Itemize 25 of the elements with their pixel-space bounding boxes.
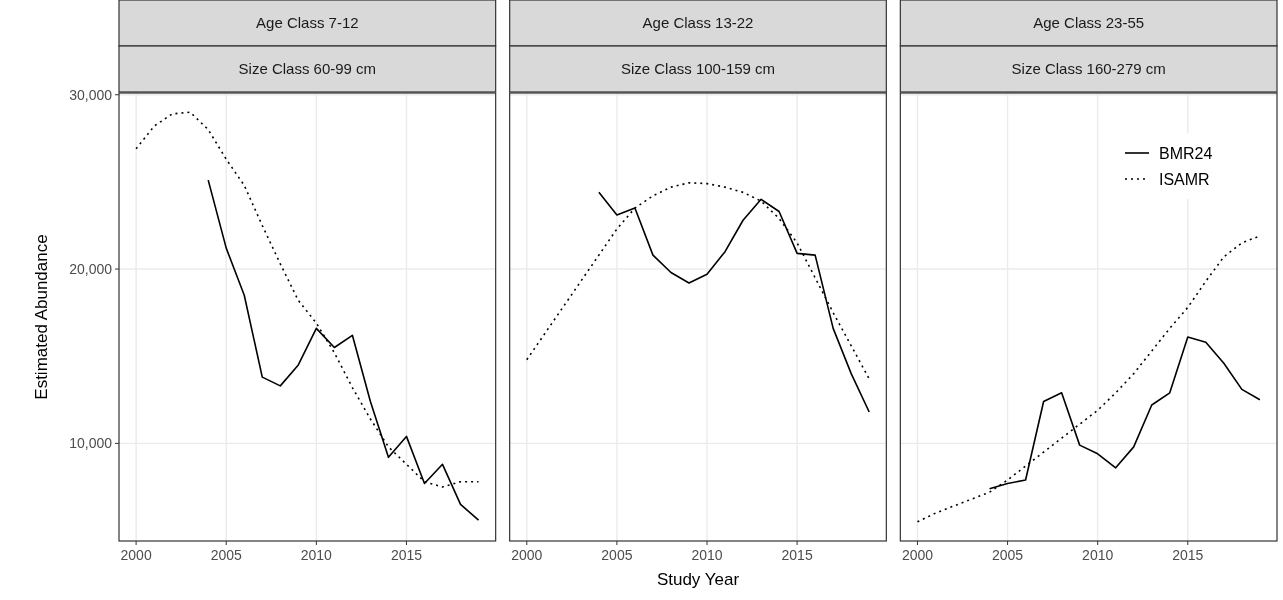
x-tick-label: 2000 <box>511 547 543 563</box>
chart-subtitle: Size Class 160-279 cm <box>1011 60 1166 77</box>
x-tick-label: 2010 <box>300 547 333 563</box>
x-tick-label: 2015 <box>1172 547 1204 563</box>
x-tick-label: 2015 <box>781 547 813 563</box>
x-tick-label: 2005 <box>601 547 633 563</box>
y-tick-label: 30,000 <box>69 86 113 103</box>
chart-title: Age Class 23-55 <box>1033 14 1145 31</box>
chart-subtitle: Size Class 100-159 cm <box>620 60 776 77</box>
x-tick-label: 2010 <box>691 547 723 563</box>
chart-title: Age Class 13-22 <box>642 14 754 31</box>
chart-title: Age Class 7-12 <box>256 14 359 31</box>
x-tick-label: 2010 <box>1082 547 1114 563</box>
x-axis-title: Study Year <box>656 570 740 589</box>
x-tick-label: 2000 <box>901 547 934 563</box>
y-tick-label: 20,000 <box>69 261 113 278</box>
x-tick-label: 2000 <box>120 547 152 563</box>
y-axis-title: Estimated Abundance <box>32 234 51 400</box>
legend-label: BMR24 <box>1159 145 1213 162</box>
legend-label: ISAMR <box>1159 171 1210 188</box>
x-tick-label: 2005 <box>210 547 243 563</box>
x-tick-label: 2015 <box>390 547 423 563</box>
chart-subtitle: Size Class 60-99 cm <box>238 60 377 77</box>
x-tick-label: 2005 <box>991 547 1024 563</box>
y-tick-label: 10,000 <box>69 435 113 452</box>
